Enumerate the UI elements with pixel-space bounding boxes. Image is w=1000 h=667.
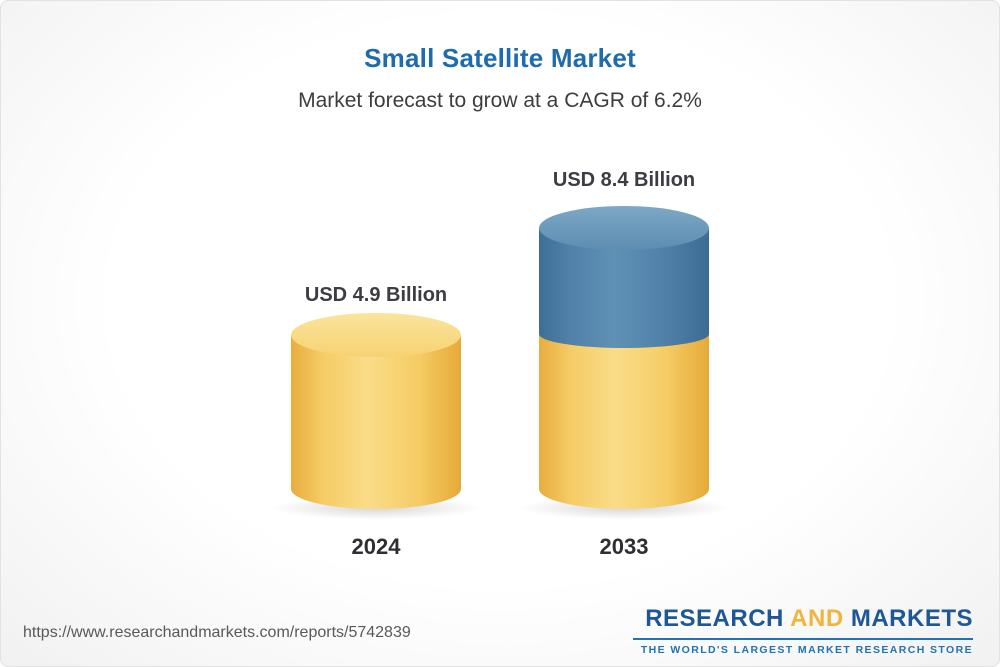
category-label-2024: 2024	[351, 534, 401, 559]
category-label-2033: 2033	[599, 534, 649, 559]
bar-2033-yellow-segment	[539, 334, 709, 509]
chart-title: Small Satellite Market	[364, 43, 636, 73]
bar-2024-top-ellipse	[291, 313, 461, 357]
logo-word-and: AND	[790, 605, 844, 632]
logo-divider-line	[633, 638, 973, 640]
bar-2024-cylinder	[267, 313, 485, 520]
logo-word-research: RESEARCH	[645, 605, 784, 632]
logo-wordmark: RESEARCH AND MARKETS	[633, 605, 973, 633]
bar-2033-cylinder	[515, 206, 733, 520]
report-url: https://www.researchandmarkets.com/repor…	[23, 624, 411, 641]
logo-tagline: THE WORLD'S LARGEST MARKET RESEARCH STOR…	[640, 644, 973, 656]
logo-word-markets: MARKETS	[850, 605, 973, 632]
value-label-2033: USD 8.4 Billion	[552, 169, 696, 191]
research-and-markets-logo: RESEARCH AND MARKETS THE WORLD'S LARGEST…	[633, 605, 973, 656]
bar-2033-top-ellipse	[539, 206, 709, 250]
chart-subtitle: Market forecast to grow at a CAGR of 6.2…	[298, 89, 702, 112]
bar-2024-body	[291, 335, 461, 509]
value-label-2024: USD 4.9 Billion	[304, 284, 448, 306]
